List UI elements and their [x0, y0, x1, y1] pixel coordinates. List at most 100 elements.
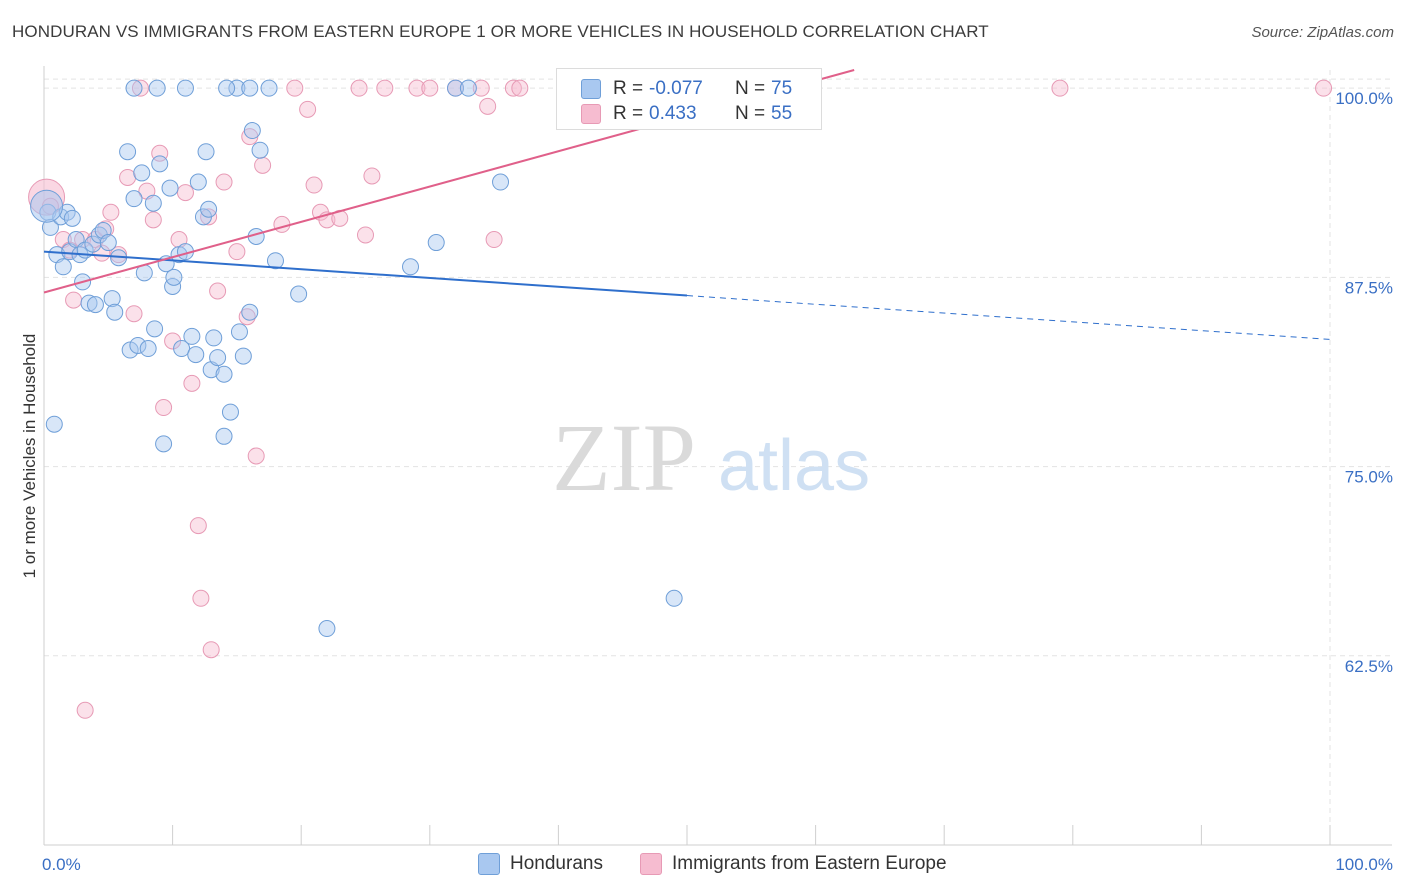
hondurans-point — [260, 79, 278, 97]
immigrants-point — [93, 244, 111, 262]
immigrants-point — [144, 211, 162, 229]
hondurans-point — [402, 258, 420, 276]
immigrants-point — [472, 79, 490, 97]
series-swatch-immigrants — [640, 853, 662, 875]
immigrants-point — [215, 173, 233, 191]
chart-title: HONDURAN VS IMMIGRANTS FROM EASTERN EURO… — [12, 22, 989, 41]
watermark: ZIP atlas — [552, 404, 870, 511]
hondurans-point — [86, 296, 104, 314]
hondurans-point — [215, 365, 233, 383]
hondurans-point — [125, 79, 143, 97]
watermark-atlas: atlas — [718, 426, 870, 506]
hondurans-trend-extension — [686, 295, 1331, 340]
immigrants-point — [299, 100, 317, 118]
hondurans-point — [176, 79, 194, 97]
immigrants-point — [125, 305, 143, 323]
immigrants-point — [183, 374, 201, 392]
hondurans-point — [173, 340, 191, 358]
legend-swatch-hondurans — [581, 79, 601, 99]
series-label-immigrants: Immigrants from Eastern Europe — [672, 853, 947, 874]
hondurans-point — [80, 294, 98, 312]
hondurans-point — [197, 143, 215, 161]
series-swatch-hondurans — [478, 853, 500, 875]
hondurans-point — [665, 589, 683, 607]
immigrants-point — [209, 282, 227, 300]
hondurans-point — [228, 79, 246, 97]
legend-row-hondurans: R = -0.077 N = 75 — [557, 77, 821, 101]
y-tick-labels: 62.5% 75.0% 87.5% 100.0% — [1335, 89, 1393, 676]
hondurans-point — [234, 347, 252, 365]
legend-n-value-immigrants: 55 — [771, 103, 793, 124]
hondurans-point — [251, 141, 269, 159]
hondurans-point — [243, 122, 261, 140]
hondurans-point — [139, 340, 157, 358]
hondurans-point — [209, 349, 227, 367]
hondurans-point — [221, 403, 239, 421]
legend-r-label: R = — [613, 103, 644, 124]
hondurans-point — [241, 79, 259, 97]
x-tick-label: 0.0% — [42, 855, 81, 874]
immigrants-point — [273, 215, 291, 233]
hondurans-point — [183, 327, 201, 345]
immigrants-point — [228, 243, 246, 261]
immigrants-point — [65, 291, 83, 309]
hondurans-point — [148, 79, 166, 97]
immigrants-point — [363, 167, 381, 185]
hondurans-point — [144, 194, 162, 212]
hondurans-point — [155, 435, 173, 453]
hondurans-point — [106, 303, 124, 321]
immigrants-point — [97, 220, 115, 238]
immigrants-point — [286, 79, 304, 97]
hondurans-point — [205, 329, 223, 347]
hondurans-point — [230, 323, 248, 341]
hondurans-point — [318, 620, 336, 638]
immigrants-point — [1315, 79, 1333, 97]
immigrants-point — [305, 176, 323, 194]
series-legend: Hondurans Immigrants from Eastern Europe — [0, 852, 1406, 878]
hondurans-trend-line — [43, 250, 688, 297]
hondurans-point — [99, 234, 117, 252]
hondurans-point — [459, 79, 477, 97]
hondurans-point — [187, 346, 205, 364]
y-tick-label: 62.5% — [1345, 657, 1393, 676]
immigrants-point — [504, 79, 522, 97]
legend-row-immigrants: R = 0.433 N = 55 — [557, 102, 821, 126]
y-tick-label: 75.0% — [1345, 468, 1393, 487]
y-tick-label: 87.5% — [1345, 278, 1393, 297]
y-tick-label: 100.0% — [1335, 89, 1393, 108]
hondurans-point — [164, 277, 182, 295]
immigrants-point — [76, 701, 94, 719]
hondurans-point — [241, 303, 259, 321]
immigrants-point — [485, 231, 503, 249]
legend-r-value-hondurans: -0.077 — [649, 78, 703, 99]
hondurans-point — [63, 209, 81, 227]
hondurans-point — [129, 336, 147, 354]
hondurans-point — [266, 252, 284, 270]
immigrants-point — [176, 184, 194, 202]
hondurans-point — [151, 155, 169, 173]
legend-r-value-immigrants: 0.433 — [649, 103, 697, 124]
hondurans-point — [103, 290, 121, 308]
immigrants-point — [376, 79, 394, 97]
immigrants-point — [1051, 79, 1069, 97]
hondurans-point — [133, 164, 151, 182]
hondurans-point — [54, 258, 72, 276]
hondurans-point — [189, 173, 207, 191]
hondurans-point — [427, 234, 445, 252]
series-label-hondurans: Hondurans — [510, 853, 603, 874]
immigrants-point — [119, 168, 137, 186]
hondurans-point — [447, 79, 465, 97]
immigrants-point — [479, 97, 497, 115]
hondurans-point — [161, 179, 179, 197]
x-tick-labels: 0.0% 100.0% — [42, 855, 1393, 874]
immigrants-point — [511, 79, 529, 97]
legend-n-label: N = — [735, 103, 766, 124]
correlation-legend: R = -0.077 N = 75 R = 0.433 N = 55 — [556, 68, 822, 130]
hondurans-point — [218, 79, 236, 97]
immigrants-point — [238, 308, 256, 326]
hondurans-points — [30, 79, 683, 638]
x-tick-label: 100.0% — [1335, 855, 1393, 874]
hondurans-point — [492, 173, 510, 191]
hondurans-point — [200, 200, 218, 218]
